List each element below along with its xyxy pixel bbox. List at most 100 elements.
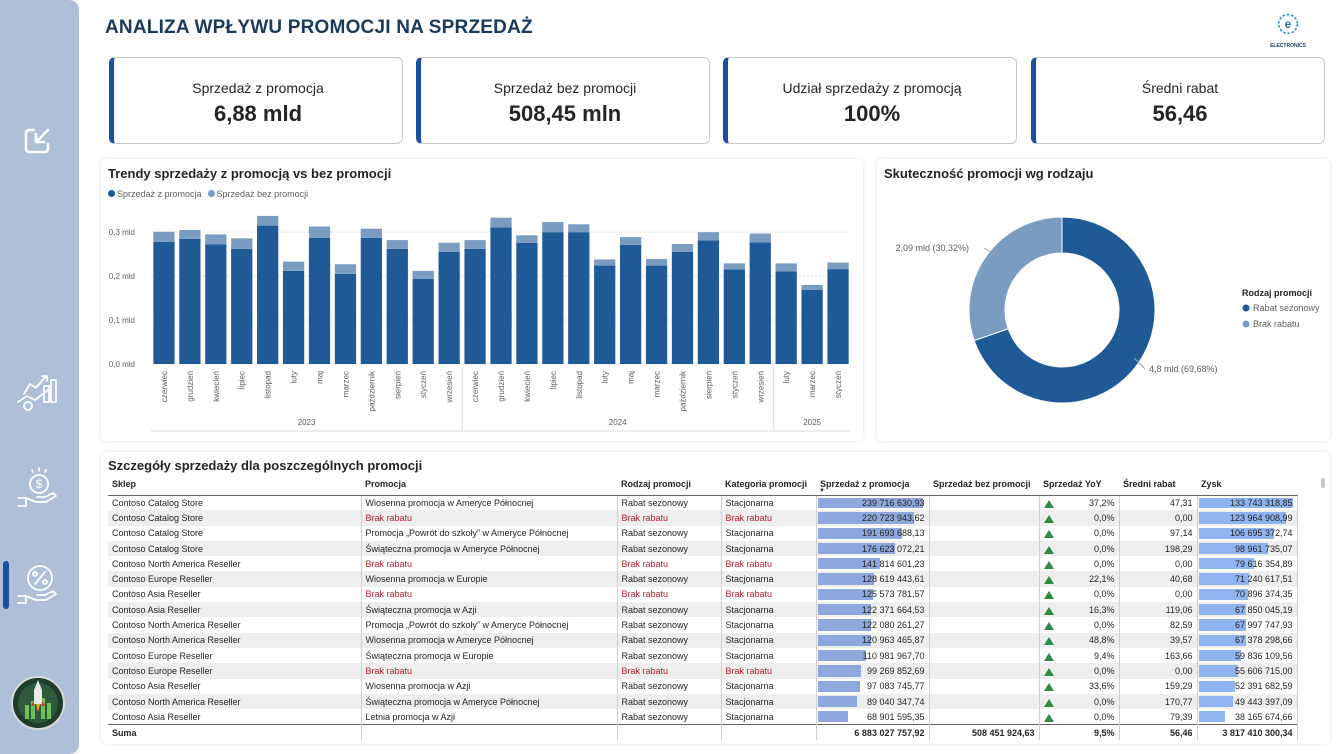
col-header-promo[interactable]: Promocja — [361, 474, 617, 496]
bar-without-promo[interactable] — [801, 284, 823, 290]
bar-with-promo[interactable] — [697, 240, 720, 364]
col-header-sales-without-promo[interactable]: Sprzedaż bez promocji — [929, 474, 1039, 496]
bar-without-promo[interactable] — [594, 259, 616, 266]
bar-without-promo[interactable] — [542, 222, 564, 233]
table-row[interactable]: Contoso North America Reseller Wiosenna p… — [108, 632, 1298, 648]
bar-without-promo[interactable] — [257, 215, 279, 226]
bar-with-promo[interactable] — [801, 289, 823, 364]
bar-without-promo[interactable] — [749, 233, 771, 243]
bar-with-promo[interactable] — [360, 237, 382, 364]
bar-without-promo[interactable] — [464, 240, 486, 249]
kpi-card-promo-share[interactable]: Udział sprzedaży z promocją 100% — [723, 57, 1017, 144]
bar-with-promo[interactable] — [671, 251, 694, 364]
bar-without-promo[interactable] — [153, 231, 175, 242]
bar-with-promo[interactable] — [568, 232, 590, 364]
bar-with-promo[interactable] — [645, 265, 668, 364]
donut-slice-no-discount[interactable] — [968, 216, 1063, 342]
legend-item-without-promo[interactable]: Sprzedaż bez promocji — [207, 189, 308, 199]
bar-with-promo[interactable] — [179, 238, 201, 364]
bar-without-promo[interactable] — [308, 226, 331, 238]
bar-without-promo[interactable] — [282, 261, 305, 271]
bar-with-promo[interactable] — [723, 269, 745, 364]
table-row[interactable]: Contoso Catalog Store Wiosenna promocja w… — [108, 495, 1298, 511]
table-row[interactable]: Contoso North America Reseller Świąteczna… — [108, 693, 1298, 710]
table-row[interactable]: Contoso Asia Reseller Świąteczna promocja… — [108, 602, 1298, 618]
bar-with-promo[interactable] — [231, 248, 253, 364]
col-header-sales-with-promo[interactable]: Sprzedaż z promocja ▼ — [816, 474, 929, 496]
table-row[interactable]: Contoso Asia Reseller Wiosenna promocja w… — [108, 678, 1298, 694]
bar-without-promo[interactable] — [205, 234, 227, 245]
table-row[interactable]: Contoso Europe Reseller Świąteczna promoc… — [108, 647, 1298, 664]
bar-without-promo[interactable] — [723, 263, 745, 270]
col-header-store[interactable]: Sklep — [108, 474, 361, 496]
table-row[interactable]: Contoso North America Reseller Brak rabat… — [108, 556, 1298, 572]
bar-without-promo[interactable] — [671, 244, 694, 252]
bar-with-promo[interactable] — [153, 241, 175, 364]
kpi-card-sales-with-promo[interactable]: Sprzedaż z promocja 6,88 mld — [109, 57, 403, 144]
details-table-card[interactable]: Szczegóły sprzedaży dla poszczególnych p… — [101, 452, 1330, 744]
table-row[interactable]: Contoso Catalog Store Świąteczna promocja… — [108, 540, 1298, 557]
bar-without-promo[interactable] — [360, 228, 382, 238]
bar-with-promo[interactable] — [827, 269, 849, 364]
cell-value: 99 269 852,69 — [866, 665, 925, 676]
col-header-profit[interactable]: Zysk — [1197, 474, 1297, 496]
cell-sales-with-promo: 110 981 967,70 — [816, 647, 930, 664]
col-header-sales-yoy[interactable]: Sprzedaż YoY — [1039, 474, 1119, 496]
percent-hand-icon[interactable] — [10, 556, 66, 612]
col-header-avg-discount[interactable]: Średni rabat — [1119, 474, 1197, 496]
bar-without-promo[interactable] — [179, 229, 201, 239]
table-title: Szczegóły sprzedaży dla poszczególnych p… — [108, 458, 423, 473]
bar-without-promo[interactable] — [438, 242, 460, 252]
sales-growth-icon[interactable] — [10, 362, 66, 418]
table-row[interactable]: Contoso Asia Reseller Letnia promocja w A… — [108, 709, 1298, 725]
bar-with-promo[interactable] — [749, 242, 771, 364]
bar-with-promo[interactable] — [282, 270, 305, 364]
table-row[interactable]: Contoso Catalog Store Promocja „Powrót do… — [108, 525, 1298, 541]
bar-without-promo[interactable] — [490, 217, 512, 228]
bar-without-promo[interactable] — [697, 232, 720, 241]
bar-with-promo[interactable] — [516, 242, 538, 364]
bar-without-promo[interactable] — [386, 240, 408, 249]
kpi-card-sales-without-promo[interactable]: Sprzedaż bez promocji 508,45 mln — [416, 57, 710, 144]
donut-legend-item[interactable]: Rabat sezonowy — [1253, 303, 1320, 313]
cell-store: Contoso North America Reseller — [108, 632, 362, 648]
bar-without-promo[interactable] — [334, 264, 357, 274]
bar-with-promo[interactable] — [464, 248, 486, 364]
bar-without-promo[interactable] — [645, 258, 668, 266]
bar-without-promo[interactable] — [412, 270, 434, 279]
kpi-card-avg-discount[interactable]: Średni rabat 56,46 — [1031, 57, 1325, 144]
bar-with-promo[interactable] — [775, 271, 797, 364]
bar-with-promo[interactable] — [205, 244, 227, 364]
table-row[interactable]: Contoso Asia Reseller Brak rabatu Brak rab… — [108, 586, 1298, 603]
bar-with-promo[interactable] — [257, 225, 279, 364]
export-icon[interactable] — [10, 112, 66, 168]
donut-slice-seasonal[interactable] — [973, 216, 1156, 404]
bar-with-promo[interactable] — [490, 227, 512, 364]
table-scrollbar[interactable] — [1321, 478, 1325, 488]
bar-with-promo[interactable] — [594, 265, 616, 364]
col-header-promo-type[interactable]: Rodzaj promocji — [617, 474, 721, 496]
table-row[interactable]: Contoso Catalog Store Brak rabatu Brak rab… — [108, 510, 1298, 526]
table-row[interactable]: Contoso North America Reseller Promocja „… — [108, 617, 1298, 633]
money-hand-icon[interactable]: $ — [10, 460, 66, 516]
trend-chart-card[interactable]: Trendy sprzedaży z promocją vs bez promo… — [101, 159, 863, 441]
bar-with-promo[interactable] — [412, 278, 434, 364]
bar-with-promo[interactable] — [438, 251, 460, 364]
bar-without-promo[interactable] — [231, 238, 253, 249]
bar-with-promo[interactable] — [308, 237, 331, 364]
table-row[interactable]: Contoso Europe Reseller Brak rabatu Brak r… — [108, 663, 1298, 679]
bar-with-promo[interactable] — [542, 232, 564, 364]
bar-with-promo[interactable] — [386, 248, 408, 364]
bar-without-promo[interactable] — [568, 224, 590, 233]
table-row[interactable]: Contoso Europe Reseller Wiosenna promocja… — [108, 571, 1298, 587]
donut-legend-item[interactable]: Brak rabatu — [1253, 319, 1300, 329]
bar-with-promo[interactable] — [334, 273, 357, 364]
bar-without-promo[interactable] — [516, 235, 538, 243]
bar-without-promo[interactable] — [775, 263, 797, 272]
bar-with-promo[interactable] — [620, 244, 642, 364]
donut-chart-card[interactable]: Skuteczność promocji wg rodzaju 4,8 mld … — [877, 159, 1330, 441]
bar-without-promo[interactable] — [620, 237, 642, 245]
legend-item-with-promo[interactable]: Sprzedaż z promocja — [108, 189, 202, 199]
bar-without-promo[interactable] — [827, 262, 849, 270]
col-header-promo-category[interactable]: Kategoria promocji — [721, 474, 816, 496]
